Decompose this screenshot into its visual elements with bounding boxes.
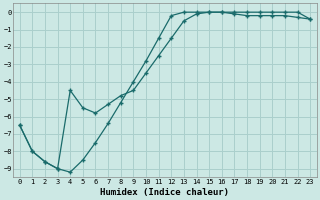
X-axis label: Humidex (Indice chaleur): Humidex (Indice chaleur) bbox=[100, 188, 229, 197]
